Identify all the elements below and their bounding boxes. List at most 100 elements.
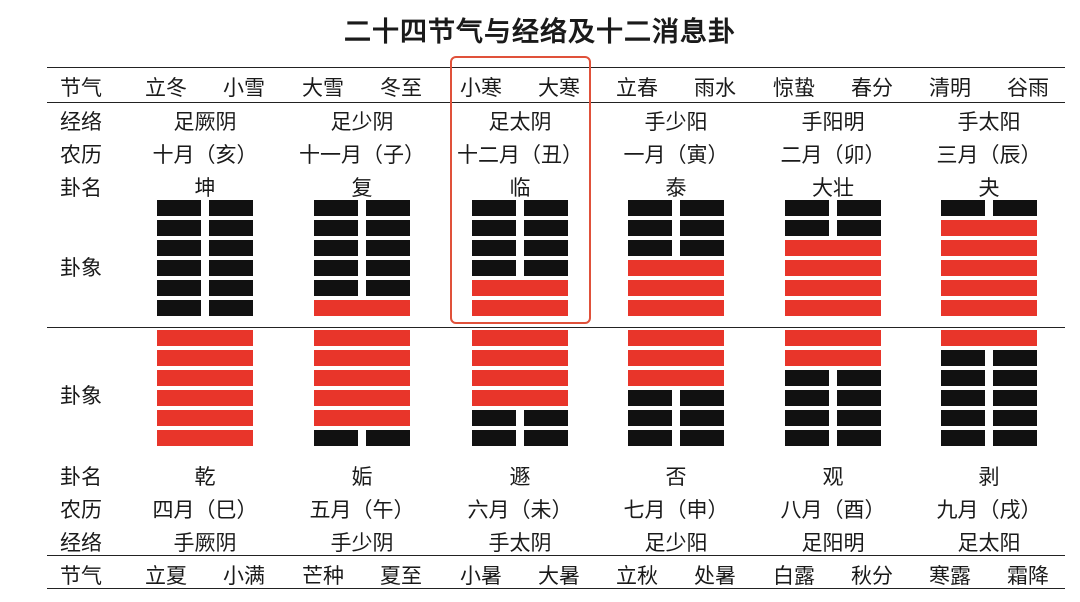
- guaming-top-item: 夬: [978, 176, 1000, 200]
- yin-line-segment: [157, 260, 201, 276]
- yang-line: [941, 280, 1037, 296]
- yin-line-segment: [941, 350, 985, 366]
- yin-line-segment: [366, 280, 410, 296]
- yang-line: [785, 280, 881, 296]
- row-label-jieqi-top: 节气: [60, 76, 102, 100]
- yang-line: [941, 220, 1037, 236]
- yang-line: [472, 350, 568, 366]
- yang-line: [628, 330, 724, 346]
- jingluo-top-item: 手阳明: [801, 110, 865, 134]
- jieqi-top-item: 大寒: [538, 76, 580, 100]
- row-label-guaxiang-bottom: 卦象: [60, 384, 102, 408]
- yin-line-segment: [524, 430, 568, 446]
- yin-line-segment: [209, 260, 253, 276]
- yin-line-segment: [209, 200, 253, 216]
- jieqi-top-item: 立春: [616, 76, 658, 100]
- yang-line: [472, 390, 568, 406]
- yin-line-segment: [680, 200, 724, 216]
- yin-line-segment: [628, 200, 672, 216]
- row-label-nongli-top: 农历: [60, 143, 102, 167]
- guaming-top-item: 复: [351, 176, 373, 200]
- top-rule: [47, 67, 1065, 68]
- hexagram-bottom: [314, 330, 410, 450]
- yin-line-segment: [472, 430, 516, 446]
- nongli-bottom-item: 七月（申）: [623, 498, 729, 522]
- guaming-top-item: 临: [509, 176, 531, 200]
- yin-line-segment: [314, 220, 358, 236]
- yin-line-segment: [366, 260, 410, 276]
- jingluo-bottom-item: 足阳明: [801, 531, 865, 555]
- yang-line: [628, 300, 724, 316]
- bottom-rule: [47, 588, 1065, 589]
- jieqi-bottom-item: 白露: [773, 564, 815, 588]
- yang-line: [941, 300, 1037, 316]
- row-label-jingluo-bottom: 经络: [60, 531, 102, 555]
- yang-line: [157, 390, 253, 406]
- yang-line: [314, 390, 410, 406]
- yang-line: [157, 410, 253, 426]
- guaming-top-item: 大壮: [812, 176, 854, 200]
- yin-line-segment: [993, 370, 1037, 386]
- row-label-jieqi-bottom: 节气: [60, 564, 102, 588]
- yang-line: [785, 350, 881, 366]
- jieqi-top-rule: [47, 102, 1065, 103]
- yang-line: [157, 330, 253, 346]
- yin-line-segment: [472, 220, 516, 236]
- jieqi-top-item: 小寒: [460, 76, 502, 100]
- jingluo-top-item: 足少阴: [330, 110, 394, 134]
- yin-line-segment: [472, 200, 516, 216]
- nongli-bottom-item: 四月（巳）: [152, 498, 258, 522]
- yang-line: [628, 370, 724, 386]
- jieqi-bottom-item: 芒种: [302, 564, 344, 588]
- row-label-guaxiang-top: 卦象: [60, 256, 102, 280]
- yin-line-segment: [941, 430, 985, 446]
- yang-line: [941, 260, 1037, 276]
- hexagram-bottom: [941, 330, 1037, 450]
- yin-line-segment: [941, 200, 985, 216]
- yin-line-segment: [993, 350, 1037, 366]
- jingluo-bottom-item: 手厥阴: [173, 531, 237, 555]
- yin-line-segment: [785, 390, 829, 406]
- yin-line-segment: [993, 410, 1037, 426]
- jieqi-bottom-item: 立夏: [145, 564, 187, 588]
- diagram-title: 二十四节气与经络及十二消息卦: [344, 17, 736, 48]
- guaming-bottom-item: 观: [822, 465, 844, 489]
- jingluo-bottom-item: 手少阴: [330, 531, 394, 555]
- jieqi-bottom-item: 寒露: [929, 564, 971, 588]
- hexagram-bottom: [157, 330, 253, 450]
- yang-line: [785, 260, 881, 276]
- yang-line: [314, 410, 410, 426]
- yin-line-segment: [785, 200, 829, 216]
- yin-line-segment: [314, 430, 358, 446]
- nongli-top-item: 十月（亥）: [152, 143, 258, 167]
- jingluo-bottom-item: 足少阳: [644, 531, 708, 555]
- row-label-jingluo-top: 经络: [60, 110, 102, 134]
- jingluo-bottom-item: 手太阴: [488, 531, 552, 555]
- guaming-bottom-item: 乾: [194, 465, 216, 489]
- yin-line-segment: [628, 220, 672, 236]
- yin-line-segment: [941, 370, 985, 386]
- jingluo-bottom-item: 足太阳: [957, 531, 1021, 555]
- yin-line-segment: [628, 240, 672, 256]
- jieqi-bottom-item: 小暑: [460, 564, 502, 588]
- yang-line: [314, 370, 410, 386]
- yang-line: [628, 280, 724, 296]
- yang-line: [628, 260, 724, 276]
- yang-line: [314, 330, 410, 346]
- jieqi-bottom-item: 夏至: [380, 564, 422, 588]
- yin-line-segment: [366, 240, 410, 256]
- yang-line: [472, 370, 568, 386]
- hexagram-bottom: [472, 330, 568, 450]
- yin-line-segment: [785, 430, 829, 446]
- yin-line-segment: [157, 220, 201, 236]
- yin-line-segment: [941, 390, 985, 406]
- yin-line-segment: [366, 200, 410, 216]
- yin-line-segment: [785, 410, 829, 426]
- jieqi-top-item: 立冬: [145, 76, 187, 100]
- yin-line-segment: [785, 220, 829, 236]
- yang-line: [941, 330, 1037, 346]
- jieqi-bottom-item: 霜降: [1007, 564, 1049, 588]
- guaming-bottom-item: 遯: [509, 465, 531, 489]
- jingluo-top-item: 足太阴: [488, 110, 552, 134]
- yin-line-segment: [314, 260, 358, 276]
